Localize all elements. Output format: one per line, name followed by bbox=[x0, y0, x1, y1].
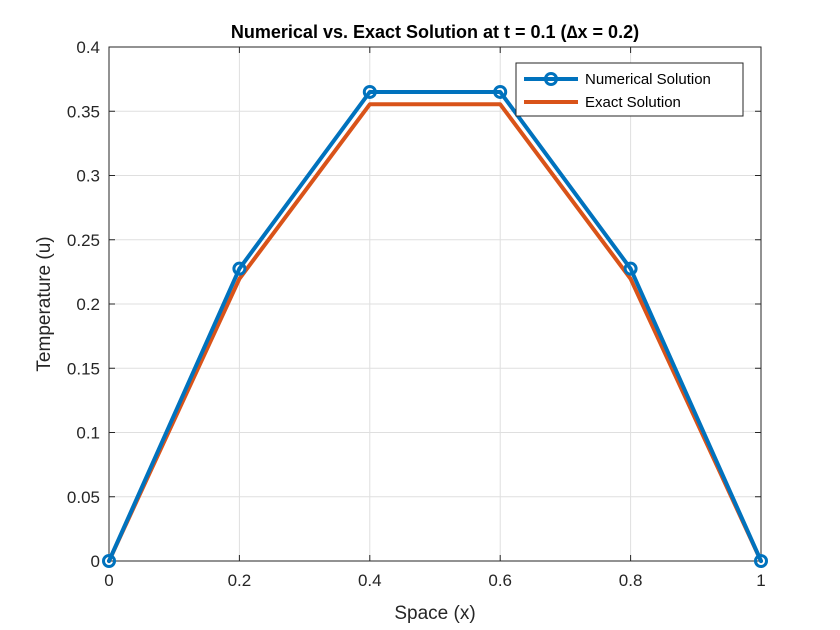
y-tick-label: 0.25 bbox=[67, 231, 100, 250]
series-line bbox=[107, 102, 763, 563]
data-point bbox=[623, 261, 638, 276]
legend-items: Numerical Solution Exact Solution bbox=[524, 71, 711, 111]
legend: Numerical Solution Exact Solution bbox=[515, 62, 744, 117]
y-tick-label: 0.1 bbox=[76, 424, 100, 443]
legend-item: Exact Solution bbox=[524, 94, 681, 111]
x-tick-label: 0.6 bbox=[488, 571, 512, 590]
x-tick-label: 0.2 bbox=[228, 571, 252, 590]
x-tick-label: 0.8 bbox=[619, 571, 643, 590]
y-axis-label: Temperature (u) bbox=[34, 236, 55, 371]
legend-label: Exact Solution bbox=[585, 94, 681, 111]
x-tick-label: 1 bbox=[756, 571, 765, 590]
legend-box bbox=[515, 62, 744, 117]
data-point bbox=[232, 261, 247, 276]
legend-label: Numerical Solution bbox=[585, 71, 711, 88]
x-axis-label: Space (x) bbox=[394, 603, 475, 624]
y-tick-label: 0 bbox=[91, 552, 100, 571]
y-tick-label: 0.4 bbox=[76, 38, 100, 57]
x-tick-label: 0.4 bbox=[358, 571, 382, 590]
data-point bbox=[754, 554, 768, 568]
series bbox=[102, 84, 768, 568]
series-numerical-solution bbox=[102, 84, 768, 568]
data-point bbox=[493, 84, 508, 99]
x-tick-label: 0 bbox=[104, 571, 113, 590]
y-tick-label: 0.05 bbox=[67, 488, 100, 507]
series-line bbox=[107, 89, 763, 563]
data-point bbox=[362, 84, 377, 99]
y-tick-label: 0.3 bbox=[76, 167, 100, 186]
chart-title: Numerical vs. Exact Solution at t = 0.1 … bbox=[231, 22, 639, 42]
y-tick-label: 0.15 bbox=[67, 359, 100, 378]
series-exact-solution bbox=[107, 102, 763, 563]
y-tick-label: 0.2 bbox=[76, 295, 100, 314]
data-point bbox=[102, 554, 116, 568]
y-tick-label: 0.35 bbox=[67, 102, 100, 121]
legend-marker bbox=[544, 72, 558, 86]
legend-item: Numerical Solution bbox=[524, 71, 711, 88]
